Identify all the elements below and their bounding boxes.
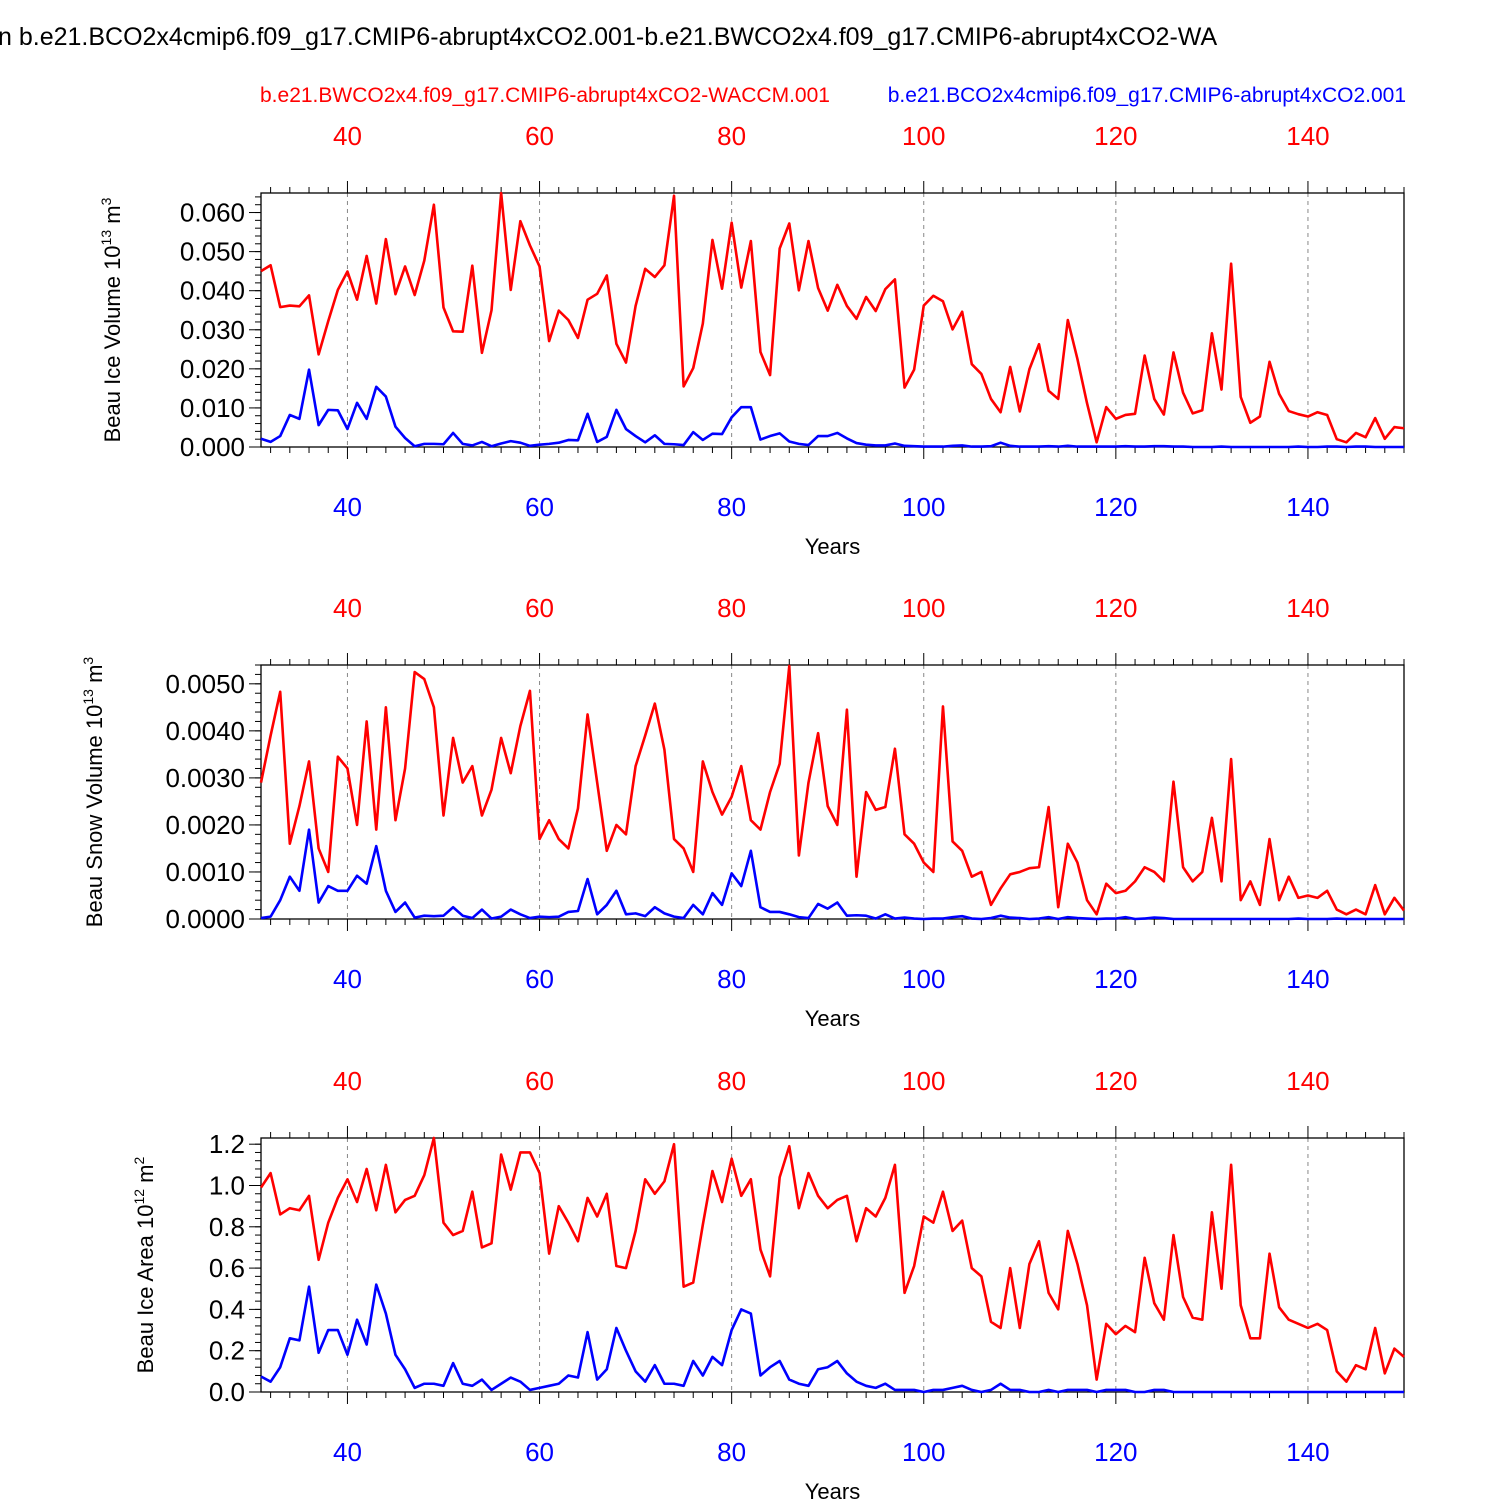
y-axis-label-ylabel-sup: 13 [80, 689, 96, 705]
x-top-tick-label: 100 [902, 121, 945, 151]
x-bottom-tick-label: 120 [1094, 964, 1137, 994]
chart-panel-3: 0.0 0.2 0.4 0.6 0.8 1.0 1.2 40 40 60 60 80 80 100 100 1… [131, 1066, 1405, 1500]
x-top-tick-label: 40 [333, 121, 362, 151]
x-axis-label: Years [805, 1479, 860, 1500]
x-top-tick-label: 120 [1094, 1066, 1137, 1096]
series-line-blue [260, 1283, 1404, 1394]
x-top-tick-label: 140 [1286, 593, 1329, 623]
y-axis-label-ylabel-unit-sup: 3 [80, 657, 96, 665]
y-tick-label: 0.6 [209, 1253, 245, 1283]
y-tick-label: 0.010 [180, 393, 245, 423]
legend-red-label: b.e21.BWCO2x4.f09_g17.CMIP6-abrupt4xCO2-… [260, 84, 830, 107]
x-bottom-tick-label: 140 [1286, 964, 1329, 994]
legend-blue-label: b.e21.BCO2x4cmip6.f09_g17.CMIP6-abrupt4x… [888, 84, 1406, 107]
x-top-tick-label: 140 [1286, 121, 1329, 151]
plot-frame [260, 664, 1405, 920]
x-bottom-tick-label: 40 [333, 492, 362, 522]
x-top-tick-label: 60 [525, 1066, 554, 1096]
x-bottom-tick-label: 140 [1286, 1437, 1329, 1467]
y-axis-label-ylabel-unit: m [100, 205, 125, 229]
x-bottom-tick-label: 40 [333, 1437, 362, 1467]
plot-frame [260, 1137, 1405, 1393]
y-tick-label: 0.050 [180, 237, 245, 267]
x-bottom-tick-label: 40 [333, 964, 362, 994]
figure-title: n b.e21.BCO2x4cmip6.f09_g17.CMIP6-abrupt… [0, 23, 1217, 51]
x-top-tick-label: 60 [525, 121, 554, 151]
x-bottom-tick-label: 80 [717, 492, 746, 522]
y-axis-label-ylabel-unit-sup: 2 [131, 1156, 147, 1164]
y-axis-label: Beau Ice Volume 1013 m3 [98, 197, 125, 442]
series-line-red [260, 191, 1405, 444]
x-top-tick-label: 120 [1094, 593, 1137, 623]
x-bottom-tick-label: 120 [1094, 492, 1137, 522]
y-tick-label: 0.0 [209, 1377, 245, 1407]
y-axis-label-ylabel-unit: m [82, 665, 107, 689]
y-axis-label-ylabel: Beau Ice Volume 10 [100, 245, 125, 442]
x-axis-label: Years [805, 1006, 860, 1031]
y-axis-label-ylabel: Beau Snow Volume 10 [82, 705, 107, 928]
y-tick-label: 1.0 [209, 1170, 245, 1200]
series-line-red [259, 1136, 1405, 1383]
x-bottom-tick-label: 140 [1286, 492, 1329, 522]
y-axis-label-ylabel-sup: 13 [98, 230, 114, 246]
chart-panel-1: 0.000 0.010 0.020 0.030 0.040 0.050 0.060 40 40 6… [98, 121, 1405, 559]
y-tick-label: 0.0030 [165, 763, 245, 793]
y-axis-label: Beau Snow Volume 1013 m3 [80, 657, 107, 928]
y-axis-label-ylabel-sup: 12 [131, 1189, 147, 1205]
y-tick-label: 0.060 [180, 198, 245, 228]
x-bottom-tick-label: 100 [902, 492, 945, 522]
series-line-blue [260, 368, 1404, 449]
x-top-tick-label: 100 [902, 1066, 945, 1096]
x-bottom-tick-label: 60 [525, 964, 554, 994]
y-axis-label-ylabel-unit: m [133, 1164, 158, 1188]
x-bottom-tick-label: 120 [1094, 1437, 1137, 1467]
y-tick-label: 0.0010 [165, 857, 245, 887]
x-bottom-tick-label: 60 [525, 1437, 554, 1467]
x-top-tick-label: 80 [717, 593, 746, 623]
y-tick-label: 0.000 [180, 432, 245, 462]
x-top-tick-label: 40 [333, 593, 362, 623]
x-top-tick-label: 60 [525, 593, 554, 623]
y-tick-label: 0.030 [180, 315, 245, 345]
y-tick-label: 0.0000 [165, 904, 245, 934]
y-tick-label: 0.0040 [165, 716, 245, 746]
chart-panel-2: 0.0000 0.0010 0.0020 0.0030 0.0040 0.0050 40 40… [80, 593, 1406, 1031]
y-tick-label: 1.2 [209, 1129, 245, 1159]
x-bottom-tick-label: 80 [717, 964, 746, 994]
x-top-tick-label: 80 [717, 1066, 746, 1096]
x-top-tick-label: 80 [717, 121, 746, 151]
x-bottom-tick-label: 80 [717, 1437, 746, 1467]
y-axis-label-ylabel: Beau Ice Area 10 [133, 1205, 158, 1374]
x-bottom-tick-label: 100 [902, 964, 945, 994]
y-tick-label: 0.4 [209, 1294, 245, 1324]
y-tick-label: 0.8 [209, 1212, 245, 1242]
x-bottom-tick-label: 60 [525, 492, 554, 522]
x-top-tick-label: 100 [902, 593, 945, 623]
y-tick-label: 0.020 [180, 354, 245, 384]
y-tick-label: 0.2 [209, 1336, 245, 1366]
y-tick-label: 0.040 [180, 276, 245, 306]
y-axis-label: Beau Ice Area 1012 m2 [131, 1156, 158, 1373]
x-bottom-tick-label: 100 [902, 1437, 945, 1467]
series-line-blue [260, 828, 1404, 921]
x-top-tick-label: 40 [333, 1066, 362, 1096]
x-axis-label: Years [805, 534, 860, 559]
plot-frame [260, 192, 1405, 448]
y-axis-label-ylabel-unit-sup: 3 [98, 197, 114, 205]
y-tick-label: 0.0050 [165, 669, 245, 699]
series-line-red [259, 664, 1406, 916]
x-top-tick-label: 140 [1286, 1066, 1329, 1096]
x-top-tick-label: 120 [1094, 121, 1137, 151]
y-tick-label: 0.0020 [165, 810, 245, 840]
